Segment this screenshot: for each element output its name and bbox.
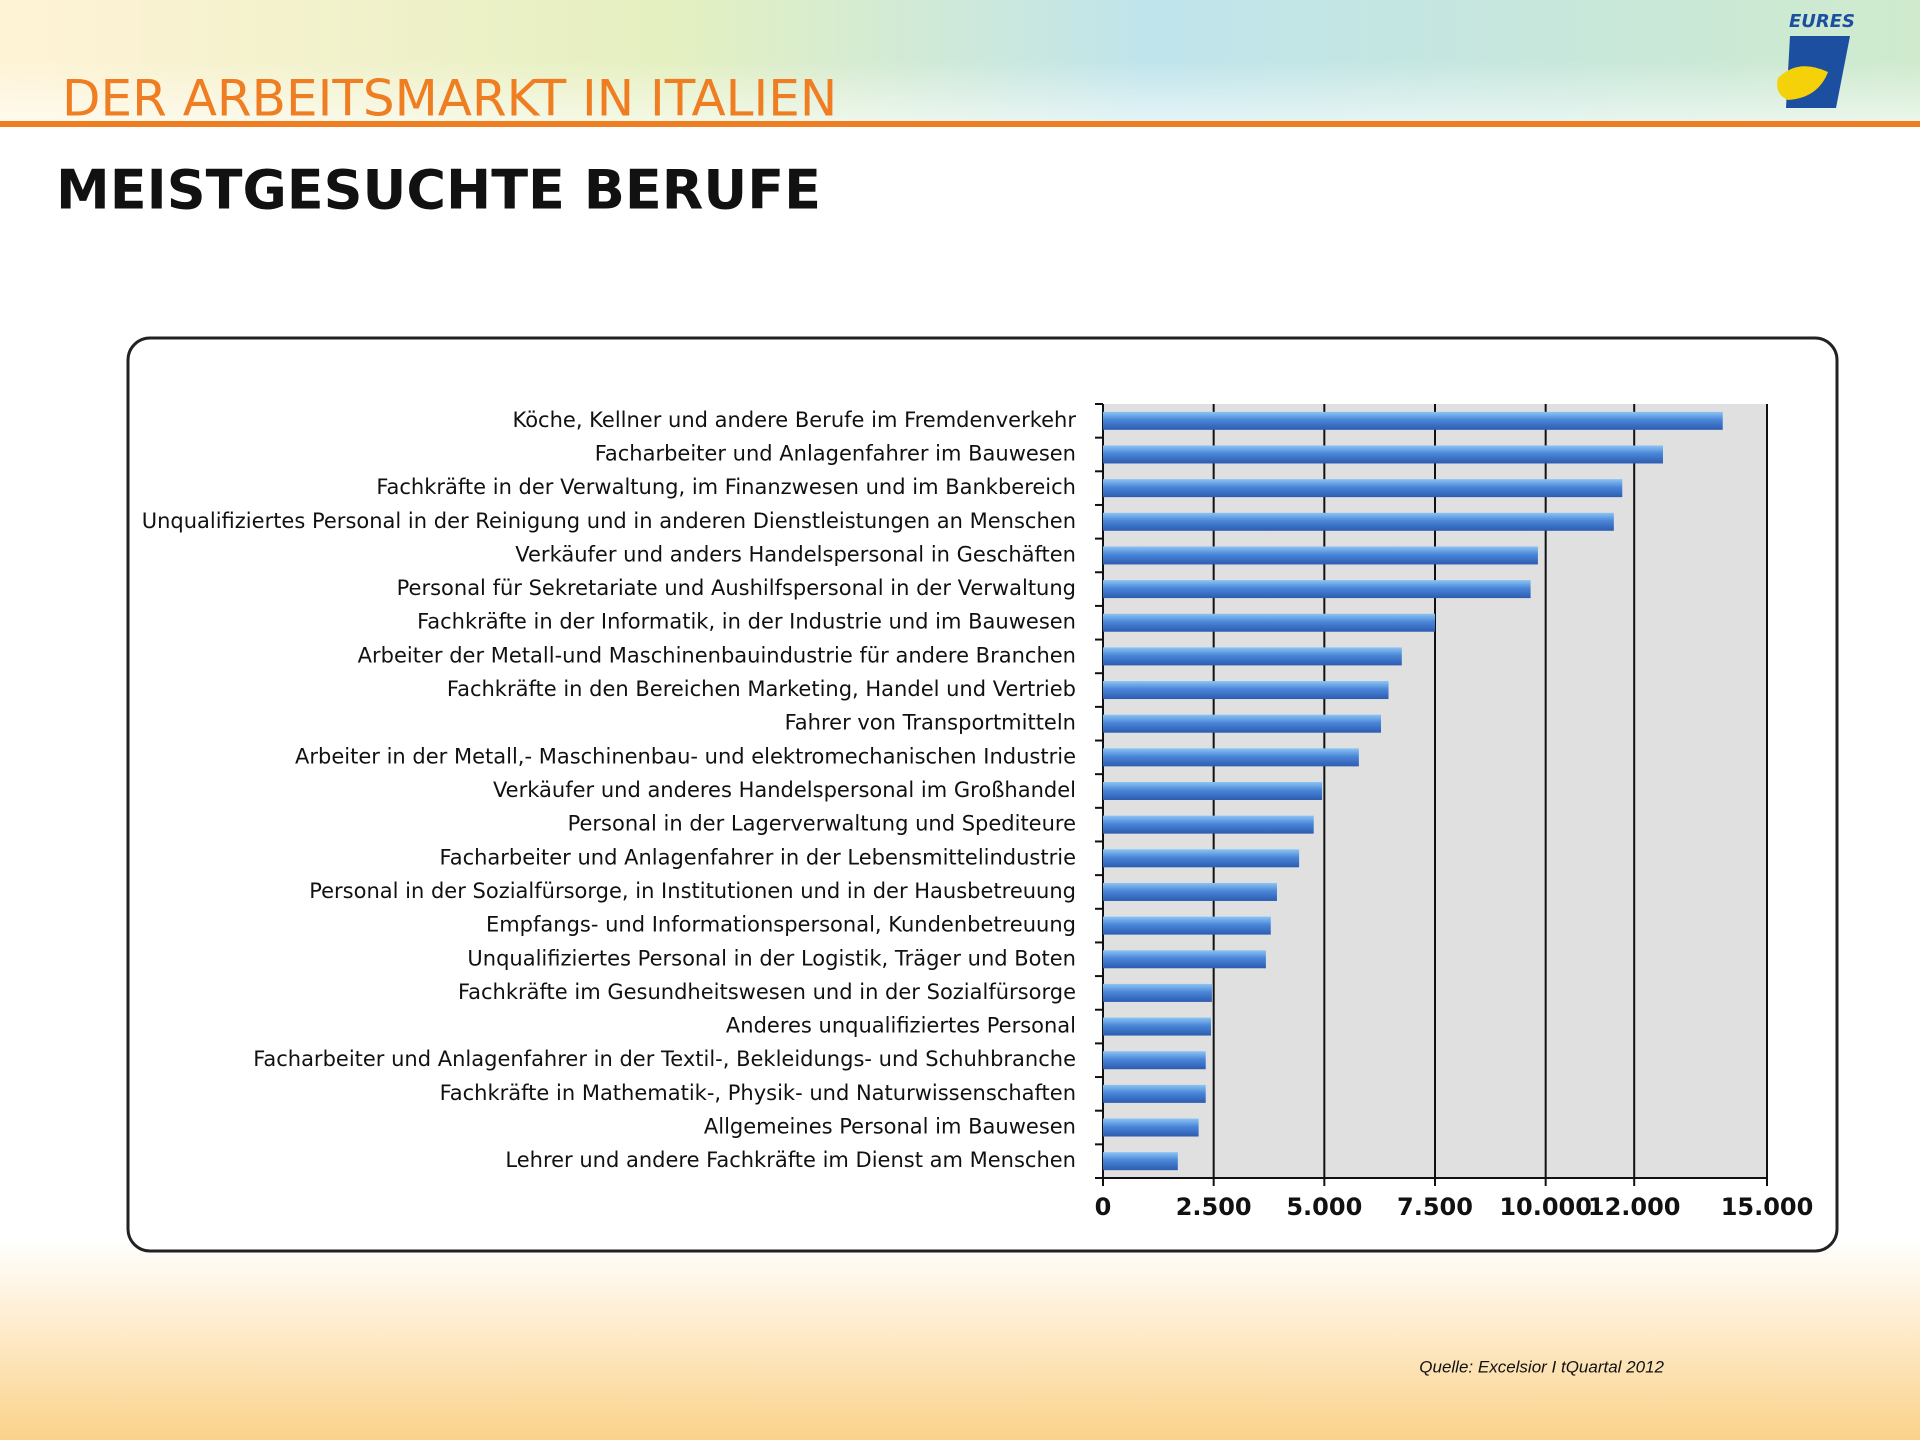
bar [1103,613,1435,632]
y-tick-label: Empfangs- und Informationspersonal, Kund… [486,913,1076,937]
x-tick-label: 7.500 [1397,1193,1473,1221]
bar [1103,512,1614,531]
y-tick-label: Fachkräfte in der Informatik, in der Ind… [417,610,1076,634]
footer-band [0,1240,1920,1440]
x-tick-label: 5.000 [1286,1193,1362,1221]
bar [1103,815,1314,834]
x-tick-label: 12.000 [1588,1193,1681,1221]
slide-header: DER ARBEITSMARKT IN ITALIEN [62,70,837,128]
bar [1103,580,1531,599]
bar [1103,1152,1178,1171]
bar [1103,748,1359,767]
y-tick-label: Personal in der Sozialfürsorge, in Insti… [309,879,1076,903]
y-tick-label: Verkäufer und anders Handelspersonal in … [515,542,1076,566]
bar [1103,479,1623,498]
bar [1103,714,1381,733]
bar [1103,445,1663,464]
logo-text: EURES [1789,11,1855,32]
bar [1103,882,1277,901]
bar [1103,1017,1212,1036]
logo-hand [1777,66,1828,100]
bar [1103,681,1389,700]
y-tick-label: Köche, Kellner und andere Berufe im Frem… [512,408,1076,432]
y-tick-label: Facharbeiter und Anlagenfahrer in der Te… [253,1047,1076,1071]
y-tick-label: Fachkräfte in Mathematik-, Physik- und N… [440,1081,1076,1105]
bar [1103,1084,1206,1103]
y-tick-label: Fahrer von Transportmitteln [785,711,1076,735]
y-tick-label: Unqualifiziertes Personal in der Logisti… [467,946,1076,970]
y-tick-label: Facharbeiter und Anlagenfahrer im Bauwes… [595,441,1076,465]
bar [1103,782,1323,800]
x-tick-label: 2.500 [1176,1193,1252,1221]
y-tick-label: Arbeiter der Metall-und Maschinenbauindu… [358,643,1076,667]
x-tick-label: 0 [1095,1193,1112,1221]
bar [1103,916,1271,935]
bar [1103,983,1212,1002]
chart-title: MEISTGESUCHTE BERUFE [56,159,821,222]
header-rule [0,121,1920,127]
y-tick-label: Facharbeiter und Anlagenfahrer in der Le… [440,845,1076,869]
source-note: Quelle: Excelsior I tQuartal 2012 [1419,1357,1664,1376]
x-tick-label: 15.000 [1721,1193,1814,1221]
y-tick-label: Personal in der Lagerverwaltung und Sped… [568,812,1076,836]
bar [1103,546,1538,565]
bar [1103,647,1402,666]
bar [1103,1051,1206,1070]
y-tick-label: Unqualifiziertes Personal in der Reinigu… [142,509,1076,533]
header-fade [0,60,1920,124]
y-tick-label: Lehrer und andere Fachkräfte im Dienst a… [505,1148,1076,1172]
y-tick-label: Verkäufer und anderes Handelspersonal im… [493,778,1076,802]
y-tick-label: Allgemeines Personal im Bauwesen [704,1115,1076,1139]
y-tick-label: Arbeiter in der Metall,- Maschinenbau- u… [295,744,1076,768]
logo: EURES [1777,11,1855,108]
x-tick-label: 10.000 [1499,1193,1592,1221]
y-tick-label: Fachkräfte in den Bereichen Marketing, H… [447,677,1076,701]
y-tick-label: Fachkräfte im Gesundheitswesen und in de… [458,980,1076,1004]
bar [1103,849,1300,868]
bar [1103,1118,1199,1137]
bar [1103,411,1723,430]
y-tick-label: Fachkräfte in der Verwaltung, im Finanzw… [376,475,1076,499]
y-tick-label: Anderes unqualifiziertes Personal [726,1014,1076,1038]
y-tick-label: Personal für Sekretariate und Aushilfspe… [397,576,1076,600]
bar [1103,950,1266,969]
